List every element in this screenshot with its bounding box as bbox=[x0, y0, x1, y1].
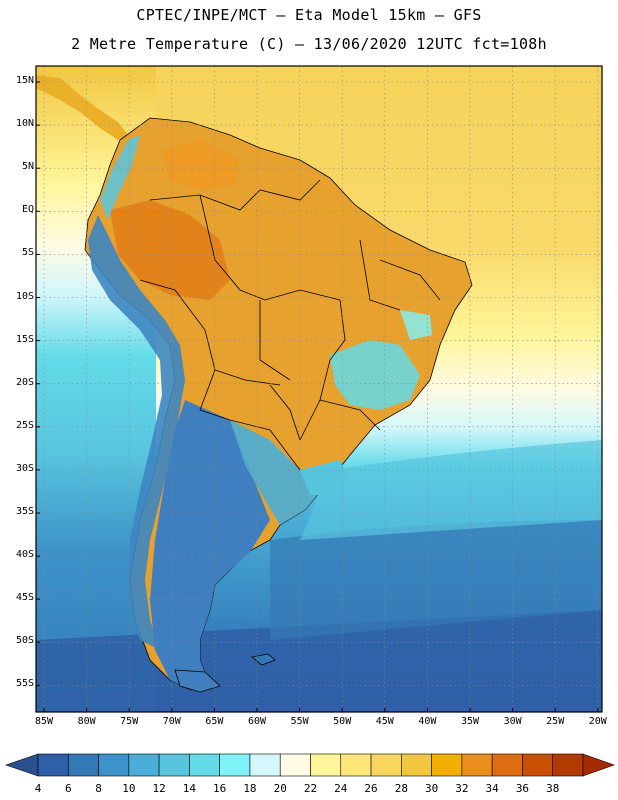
lat-label: 15N bbox=[15, 75, 34, 86]
colorbar-under-arrow bbox=[5, 753, 39, 777]
lon-label: 70W bbox=[162, 716, 181, 727]
lon-label: 20W bbox=[588, 716, 607, 727]
colorbar-swatch bbox=[37, 753, 69, 777]
colorbar-label: 28 bbox=[394, 782, 408, 795]
colorbar-over-arrow bbox=[582, 753, 615, 777]
colorbar-label: 12 bbox=[152, 782, 166, 795]
colorbar-swatch bbox=[279, 753, 311, 777]
axis-ticks bbox=[36, 81, 599, 712]
lon-label: 30W bbox=[503, 716, 522, 727]
colorbar-swatch bbox=[370, 753, 402, 777]
colorbar-swatch bbox=[552, 753, 584, 777]
andes-cool-strip bbox=[88, 215, 185, 650]
lon-label: 35W bbox=[460, 716, 480, 727]
colorbar-label: 4 bbox=[34, 782, 42, 795]
colorbar-swatch bbox=[310, 753, 342, 777]
colorbar-swatch bbox=[431, 753, 463, 777]
lat-label: 55S bbox=[15, 678, 34, 690]
colorbar-swatch bbox=[189, 753, 220, 777]
lat-label: 40S bbox=[15, 549, 34, 561]
colorbar-label: 24 bbox=[334, 782, 348, 795]
lon-label: 45W bbox=[375, 716, 394, 727]
colorbar-swatch bbox=[249, 753, 281, 777]
colorbar-swatch bbox=[461, 753, 493, 777]
lon-label: 85W bbox=[34, 716, 54, 727]
lat-label: 5N bbox=[21, 161, 34, 173]
colorbar-label: 18 bbox=[243, 782, 257, 795]
lat-label: 5S bbox=[21, 247, 34, 259]
colorbar-label: 32 bbox=[455, 782, 469, 795]
amazon-hot-region bbox=[110, 200, 230, 300]
lon-label: 75W bbox=[120, 716, 139, 727]
south-atlantic-cool bbox=[270, 520, 602, 640]
colorbar-swatch bbox=[491, 753, 523, 777]
colorbar-swatch bbox=[340, 753, 372, 777]
venezuela-warm bbox=[160, 140, 240, 190]
colorbar-swatch bbox=[67, 753, 99, 777]
map-frame bbox=[35, 65, 603, 713]
colorbar-swatch bbox=[401, 753, 432, 777]
lon-label: 55W bbox=[290, 716, 309, 727]
country-borders bbox=[139, 179, 441, 471]
lat-label: 20S bbox=[15, 376, 34, 388]
colorbar-swatch bbox=[219, 753, 251, 777]
lat-label: 25S bbox=[15, 419, 34, 431]
colorbar-label: 10 bbox=[122, 782, 136, 795]
lat-label: EQ bbox=[21, 204, 34, 216]
uruguay-cool bbox=[300, 460, 350, 495]
lat-label: 35S bbox=[15, 506, 34, 517]
title-line-2: 2 Metre Temperature (C) – 13/06/2020 12U… bbox=[71, 35, 547, 53]
colorbar-label: 16 bbox=[213, 782, 227, 795]
colorbar-label: 38 bbox=[546, 782, 560, 795]
colorbar-swatch bbox=[522, 753, 554, 777]
lon-label: 25W bbox=[546, 716, 565, 727]
lon-label: 60W bbox=[247, 716, 267, 727]
colorbar-label: 14 bbox=[182, 782, 196, 795]
lat-label: 50S bbox=[15, 635, 34, 647]
colorbar-swatch bbox=[128, 753, 160, 777]
south-atlantic-mild bbox=[300, 440, 602, 540]
bahia-cool bbox=[400, 310, 432, 340]
lat-label: 45S bbox=[15, 592, 34, 604]
lon-label: 65W bbox=[205, 716, 224, 727]
colorbar-label: 22 bbox=[303, 782, 318, 795]
colorbar-label: 30 bbox=[424, 782, 439, 795]
colorbar-label: 36 bbox=[515, 782, 530, 795]
lat-label: 15S bbox=[15, 333, 34, 345]
colorbar-swatch bbox=[158, 753, 190, 777]
colorbar-label: 6 bbox=[64, 782, 72, 795]
falkland-islands bbox=[251, 653, 276, 666]
lon-label: 40W bbox=[418, 716, 437, 727]
lat-label: 10S bbox=[15, 290, 34, 302]
minas-cool bbox=[330, 340, 420, 410]
lon-label: 80W bbox=[77, 716, 96, 727]
pampas-mild bbox=[230, 420, 330, 525]
tierra-del-fuego bbox=[174, 669, 221, 693]
colorbar-label: 34 bbox=[485, 782, 499, 795]
central-america bbox=[36, 75, 128, 140]
colorbar-label: 8 bbox=[95, 782, 102, 795]
colorbar bbox=[5, 753, 615, 777]
lat-label: 30S bbox=[15, 462, 34, 474]
lat-label: 10N bbox=[15, 118, 34, 130]
lon-label: 50W bbox=[333, 716, 352, 727]
colorbar-label: 26 bbox=[364, 782, 378, 795]
colorbar-label: 20 bbox=[273, 782, 287, 795]
colorbar-swatch bbox=[98, 753, 130, 777]
title-line-1: CPTEC/INPE/MCT – Eta Model 15km – GFS bbox=[136, 6, 482, 24]
andes-north-cool bbox=[100, 135, 140, 220]
patagonia-cold bbox=[150, 400, 270, 690]
